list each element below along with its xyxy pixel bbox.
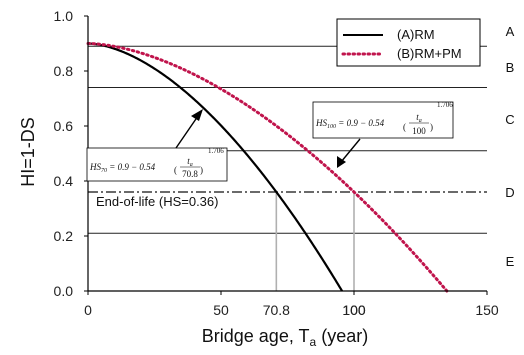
svg-text:ta: ta bbox=[416, 112, 422, 124]
svg-text:HS100 = 0.9 − 0.54: HS100 = 0.9 − 0.54 bbox=[315, 118, 385, 130]
y-tick-label-5: 1.0 bbox=[54, 8, 74, 24]
legend-label-rm-pm: (B)RM+PM bbox=[397, 46, 462, 61]
x-axis-title-main: Bridge age, T bbox=[202, 326, 310, 346]
svg-text:HS70 = 0.9 − 0.54: HS70 = 0.9 − 0.54 bbox=[89, 162, 156, 174]
equation-hs100-lhs: HS bbox=[315, 118, 327, 128]
equation-hs100-num: t bbox=[416, 112, 419, 122]
equation-hs70-exp: 1.706 bbox=[208, 147, 224, 155]
equation-hs100-paren-left: ( bbox=[403, 122, 406, 132]
equation-hs70-mid: = 0.9 − 0.54 bbox=[107, 162, 156, 172]
grade-label-c: C bbox=[505, 112, 514, 127]
equation-hs100-den: 100 bbox=[412, 126, 426, 136]
grade-label-e: E bbox=[506, 254, 515, 269]
x-tick-label-0: 0 bbox=[84, 302, 92, 318]
svg-text:ta: ta bbox=[187, 156, 193, 168]
y-tick-label-1: 0.2 bbox=[54, 228, 74, 244]
legend-box bbox=[336, 18, 481, 67]
data-series bbox=[86, 42, 449, 293]
series-line-1 bbox=[86, 42, 449, 293]
y-tick-label-0: 0.0 bbox=[54, 283, 74, 299]
equation-hs70: HS70 = 0.9 − 0.54 ( ta 70.8 ) 1.706 bbox=[86, 147, 228, 182]
legend: (A)RM (B)RM+PM bbox=[336, 18, 481, 67]
y-tick-label-4: 0.8 bbox=[54, 63, 74, 79]
equation-hs100-lhs-sub: 100 bbox=[327, 124, 336, 130]
y-tick-label-3: 0.6 bbox=[54, 118, 74, 134]
grade-label-a: A bbox=[506, 24, 515, 39]
x-axis-title-unit: (year) bbox=[316, 326, 368, 346]
equation-hs70-num: t bbox=[187, 156, 190, 166]
x-tick-label-3: 150 bbox=[475, 302, 499, 318]
arrow-hs70-line bbox=[175, 115, 199, 149]
grade-label-b: B bbox=[506, 60, 515, 75]
series-line-0 bbox=[87, 42, 344, 292]
y-axis-title: HI=1-DS bbox=[18, 117, 38, 187]
x-marker-label-1: 100 bbox=[342, 302, 366, 318]
legend-label-rm: (A)RM bbox=[397, 27, 435, 42]
equation-hs100-exp: 1.706 bbox=[437, 101, 453, 109]
x-marker-label-0: 70.8 bbox=[263, 302, 290, 318]
arrow-hs100-head bbox=[337, 156, 346, 168]
arrow-hs70-head bbox=[191, 109, 203, 121]
end-of-life-label: End-of-life (HS=0.36) bbox=[96, 194, 218, 209]
x-tick-label-2: 100 bbox=[342, 302, 366, 318]
equation-hs70-paren-left: ( bbox=[174, 165, 177, 175]
equation-hs70-paren-right: ) bbox=[200, 165, 203, 175]
equation-hs100-mid: = 0.9 − 0.54 bbox=[336, 118, 385, 128]
arrow-hs100-line bbox=[340, 138, 361, 163]
equation-hs100-num-sub: a bbox=[419, 118, 422, 124]
y-tick-label-2: 0.4 bbox=[54, 173, 74, 189]
x-tick-label-1: 50 bbox=[213, 302, 229, 318]
equation-hs100-box bbox=[312, 101, 454, 139]
axes: 0.0 0.2 0.4 0.6 0.8 1.0 0 50 100 150 70.8 100 A B C D E bbox=[54, 8, 515, 318]
callout-arrows bbox=[175, 109, 361, 168]
equation-hs100: HS100 = 0.9 − 0.54 ( ta 100 ) 1.706 bbox=[312, 101, 454, 139]
equation-hs70-num-sub: a bbox=[190, 162, 193, 168]
equation-hs70-lhs: HS bbox=[89, 162, 101, 172]
equation-hs70-box bbox=[86, 147, 228, 182]
equation-hs100-paren-right: ) bbox=[430, 122, 433, 132]
x-axis-title: Bridge age, Ta (year) bbox=[202, 326, 368, 349]
equation-hs70-lhs-sub: 70 bbox=[101, 168, 107, 174]
x-axis-title-sub: a bbox=[310, 335, 317, 349]
equation-hs70-den: 70.8 bbox=[182, 169, 198, 179]
grade-label-d: D bbox=[505, 185, 514, 200]
